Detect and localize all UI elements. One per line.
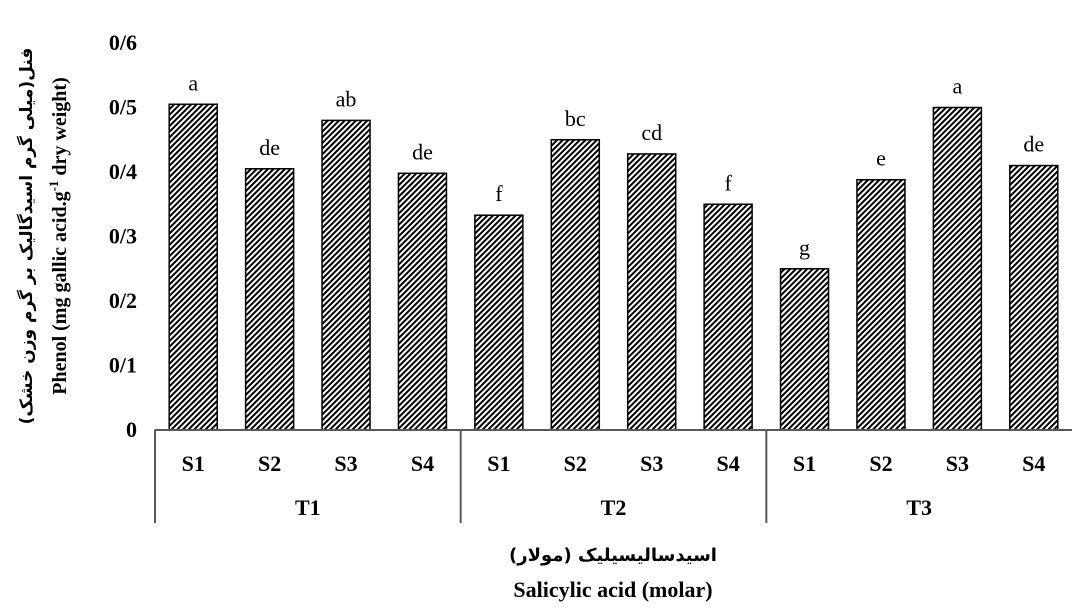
bar (1009, 164, 1059, 431)
bar (932, 106, 983, 431)
bar (550, 139, 601, 431)
y-axis-ticks: 0 0/1 0/2 0/3 0/4 0/5 0/6 (109, 30, 137, 442)
y-axis-label-persian: فنل(میلی گرم اسیدگالیک بر گرم وزن خشک) (16, 48, 37, 425)
x-group-label: T2 (601, 495, 627, 520)
x-category-label: S1 (487, 451, 510, 476)
x-category-label: S4 (411, 451, 434, 476)
y-tick-label: 0/1 (109, 353, 137, 378)
x-category-label: S2 (564, 451, 587, 476)
x-category-label: S4 (1022, 451, 1045, 476)
y-tick-label: 0/2 (109, 288, 137, 313)
x-category-label: S4 (717, 451, 740, 476)
x-category-label: S1 (793, 451, 816, 476)
bar (474, 214, 524, 431)
bar-data-label: g (799, 235, 810, 260)
y-tick-label: 0/4 (109, 159, 137, 184)
y-tick-label: 0 (126, 417, 137, 442)
bar (626, 153, 677, 431)
bar (856, 178, 906, 431)
bar-data-label: f (495, 181, 503, 206)
x-axis: S1 S2 S3 S4 S1 S2 S3 S4 S1 S2 S3 S4 T1 T2 T3 (154, 429, 1072, 523)
bars (168, 103, 1059, 431)
x-axis-label: Salicylic acid (molar) (513, 577, 712, 602)
x-category-label: S3 (946, 451, 969, 476)
x-group-label: T1 (295, 495, 321, 520)
bar-data-label: e (876, 146, 886, 171)
bar-data-label: f (724, 170, 732, 195)
y-tick-label: 0/5 (109, 95, 137, 120)
bar-data-label: cd (641, 120, 662, 145)
bar (703, 203, 753, 431)
x-axis-label-persian: اسیدسالیسیلیک (مولار) (509, 545, 717, 566)
bar-data-label: a (188, 70, 198, 95)
bar (397, 172, 448, 431)
x-group-label: T3 (906, 495, 932, 520)
y-tick-label: 0/3 (109, 224, 137, 249)
x-category-label: S2 (258, 451, 281, 476)
y-tick-label: 0/6 (109, 30, 137, 55)
bar-data-label: de (259, 135, 280, 160)
x-category-label: S1 (182, 451, 205, 476)
bar (779, 268, 830, 431)
bar (244, 168, 295, 431)
y-axis-label: Phenol (mg gallic acid.g-1 dry weight) (46, 77, 71, 395)
x-category-label: S3 (334, 451, 357, 476)
bar-data-label: de (412, 139, 433, 164)
x-category-label: S3 (640, 451, 663, 476)
bar-data-label: ab (336, 86, 357, 111)
bar (168, 103, 218, 431)
x-category-label: S2 (869, 451, 892, 476)
bar-data-label: a (952, 74, 962, 99)
bar-data-label: de (1023, 132, 1044, 157)
bar (321, 119, 371, 431)
data-labels: a de ab de f bc cd f g e a de (188, 70, 1044, 259)
bar-data-label: bc (565, 106, 586, 131)
